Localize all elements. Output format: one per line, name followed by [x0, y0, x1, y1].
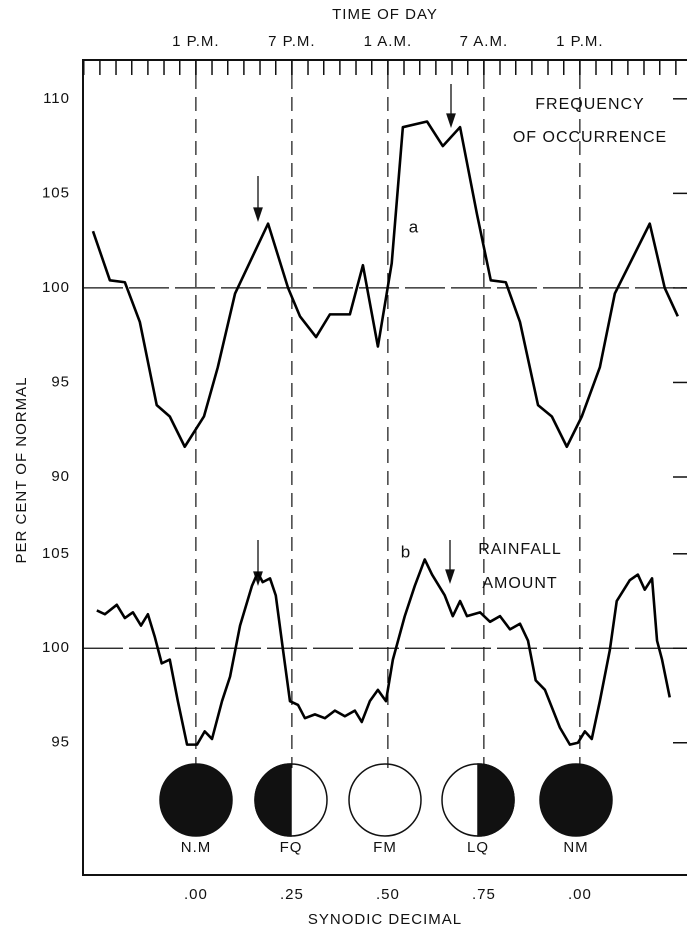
y-tick-label: 105	[42, 184, 70, 201]
y-tick-label: 110	[43, 90, 70, 107]
moon-label: NM	[563, 839, 588, 856]
x-tick-label: .25	[280, 886, 304, 903]
x-tick-label: .00	[184, 886, 208, 903]
top-tick-label: 7 P.M.	[268, 33, 315, 50]
moon-label: LQ	[467, 839, 489, 856]
panel-label: FREQUENCY	[535, 96, 644, 113]
last-quarter-shade	[477, 763, 515, 837]
arrow-head	[446, 113, 456, 129]
top-tick-label: 1 A.M.	[364, 33, 413, 50]
new-moon	[539, 763, 613, 837]
x-tick-label: .50	[376, 886, 400, 903]
moon-phases	[159, 763, 613, 837]
moon-label: FQ	[280, 839, 303, 856]
moon-label: FM	[373, 839, 397, 856]
x-axis-label: SYNODIC DECIMAL	[308, 911, 462, 928]
y-tick-label: 95	[51, 373, 70, 390]
x-tick-label: .75	[472, 886, 496, 903]
panel-letter: b	[401, 542, 411, 561]
y-tick-label: 100	[42, 279, 70, 296]
top-tick-label: 1 P.M.	[556, 33, 603, 50]
y-axis-label: PER CENT OF NORMAL	[13, 377, 30, 564]
plot-frame	[82, 59, 687, 876]
arrow-head	[445, 569, 455, 585]
first-quarter-shade	[254, 763, 292, 837]
arrows	[253, 84, 456, 587]
y-tick-label: 95	[51, 734, 70, 751]
top-tick-label: 1 P.M.	[172, 33, 219, 50]
panel-label: OF OCCURRENCE	[513, 129, 667, 146]
arrow-head	[253, 207, 263, 223]
panel-letter: a	[409, 217, 419, 236]
data-line	[91, 120, 679, 449]
x-tick-label: .00	[568, 886, 592, 903]
data-line	[96, 558, 671, 746]
new-moon	[159, 763, 233, 837]
y-tick-label: 90	[51, 468, 70, 485]
panel-label: AMOUNT	[482, 575, 557, 592]
top-axis-label: TIME OF DAY	[332, 6, 438, 23]
top-tick-label: 7 A.M.	[460, 33, 509, 50]
full-moon	[348, 763, 422, 837]
moon-label: N.M	[181, 839, 212, 856]
y-tick-label: 100	[42, 639, 70, 656]
y-tick-label: 105	[42, 545, 70, 562]
panel-label: RAINFALL	[478, 541, 562, 558]
